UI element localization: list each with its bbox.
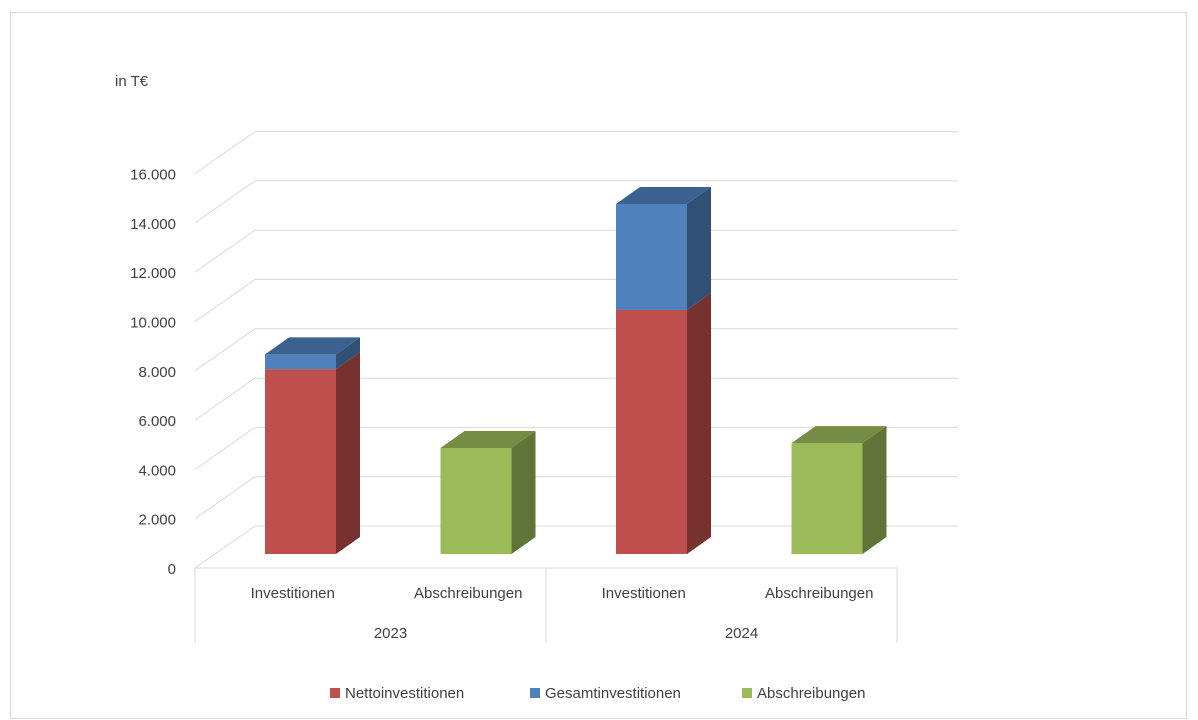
legend-swatch bbox=[330, 688, 340, 698]
bar-nettoinvestitionen-2023-investitionen bbox=[265, 352, 360, 554]
bar-side bbox=[336, 337, 360, 370]
bar-front bbox=[265, 369, 336, 554]
x-group-label: 2023 bbox=[374, 625, 407, 642]
legend-label: Abschreibungen bbox=[757, 685, 865, 702]
bars-layer bbox=[265, 186, 887, 554]
bar-side bbox=[862, 426, 887, 554]
bar-side bbox=[687, 186, 711, 310]
unit-label: in T€ bbox=[115, 73, 149, 90]
gridline-diagonal bbox=[194, 377, 256, 421]
y-tick-label: 12.000 bbox=[130, 265, 176, 282]
gridline-diagonal bbox=[194, 476, 256, 520]
bar-front bbox=[265, 354, 336, 370]
bar-side bbox=[687, 292, 711, 554]
bar-front bbox=[616, 309, 687, 554]
gridline-diagonal bbox=[194, 328, 256, 372]
gridline-diagonal bbox=[194, 131, 256, 175]
legend-label: Nettoinvestitionen bbox=[345, 685, 464, 702]
legend-item: Gesamtinvestitionen bbox=[530, 685, 681, 702]
bar-front bbox=[791, 443, 863, 554]
legend-layer: Nettoinvestitionen Gesamtinvestitionen Abs… bbox=[330, 685, 865, 702]
gridline-diagonal bbox=[194, 229, 256, 273]
x-tick-label: Investitionen bbox=[602, 585, 686, 602]
bar-top bbox=[265, 337, 360, 355]
bar-front bbox=[616, 203, 687, 310]
chart-frame bbox=[10, 12, 1187, 719]
bar-gesamtinvestitionen-2023-investitionen bbox=[265, 337, 360, 370]
gridline-diagonal bbox=[194, 279, 256, 322]
legend-swatch bbox=[742, 688, 752, 698]
y-tick-label: 8.000 bbox=[138, 364, 176, 381]
bar-top bbox=[440, 431, 536, 449]
bar-nettoinvestitionen-2024-investitionen bbox=[616, 292, 711, 554]
bar-side bbox=[336, 352, 360, 554]
legend-item: Abschreibungen bbox=[742, 685, 865, 702]
y-tick-label: 4.000 bbox=[138, 462, 176, 479]
x-tick-label: Investitionen bbox=[251, 585, 335, 602]
axis-layer: 0 2.000 4.000 6.000 8.000 10.000 12.000 14.000 1… bbox=[130, 167, 898, 643]
x-labels-layer: Investitionen Abschreibungen Investitionen… bbox=[251, 585, 874, 642]
y-tick-label: 16.000 bbox=[130, 167, 176, 184]
bar-abschreibungen-2023-abschreibungen bbox=[440, 431, 536, 554]
y-tick-label: 6.000 bbox=[138, 413, 176, 430]
x-tick-label: Abschreibungen bbox=[765, 585, 873, 602]
bar-abschreibungen-2024-abschreibungen bbox=[791, 426, 887, 554]
y-tick-label: 10.000 bbox=[130, 315, 176, 332]
bar-top bbox=[791, 426, 887, 444]
bar-side bbox=[511, 431, 536, 554]
gridline-diagonal bbox=[194, 525, 256, 569]
x-tick-label: Abschreibungen bbox=[414, 585, 522, 602]
bar-top bbox=[616, 186, 711, 204]
y-tick-label: 14.000 bbox=[130, 216, 176, 233]
x-group-label: 2024 bbox=[725, 625, 758, 642]
gridline-diagonal bbox=[194, 426, 256, 470]
gridline-diagonal bbox=[194, 180, 256, 224]
legend-item: Nettoinvestitionen bbox=[330, 685, 464, 702]
bar-front bbox=[440, 448, 512, 554]
bar-gesamtinvestitionen-2024-investitionen bbox=[616, 186, 711, 310]
legend-label: Gesamtinvestitionen bbox=[545, 685, 681, 702]
legend-swatch bbox=[530, 688, 540, 698]
y-tick-label: 2.000 bbox=[138, 512, 176, 529]
y-tick-label: 0 bbox=[168, 561, 176, 578]
